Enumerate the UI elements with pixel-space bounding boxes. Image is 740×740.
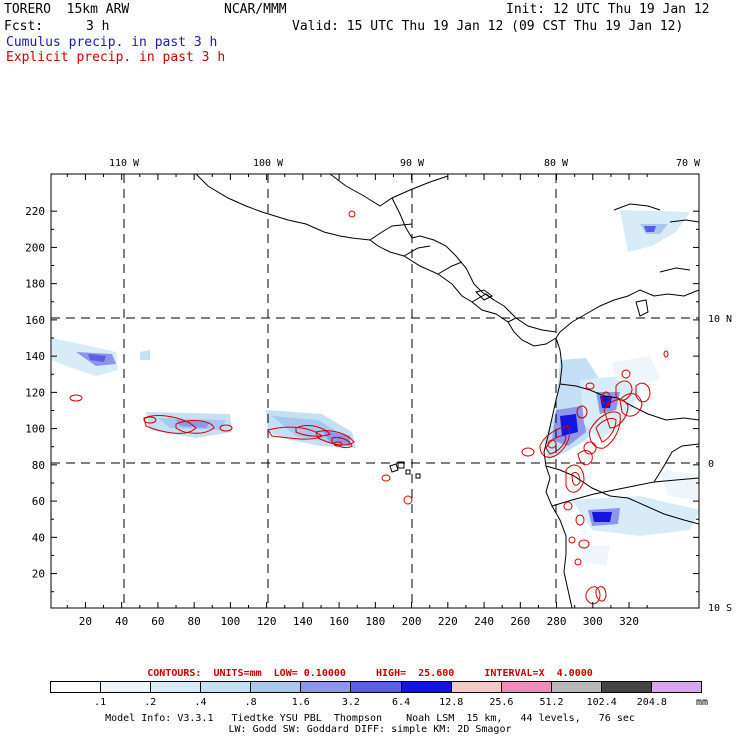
x-tick-label: 280 — [547, 615, 567, 628]
explicit-precip-title: Explicit precip. in past 3 h — [6, 50, 226, 65]
lon-label-90w: 90 W — [400, 158, 425, 169]
legend-color-cell — [451, 682, 502, 692]
x-tick-label: 80 — [188, 615, 201, 628]
legend-color-cell — [101, 682, 152, 692]
x-tick-label: 220 — [438, 615, 458, 628]
lon-label-80w: 80 W — [544, 158, 569, 169]
y-tick-label: 180 — [25, 278, 45, 291]
x-tick-label: 60 — [151, 615, 164, 628]
y-tick-label: 20 — [32, 568, 45, 581]
legend-label: 204.8 — [636, 697, 667, 708]
x-tick-label: 300 — [583, 615, 603, 628]
org-label: NCAR/MMM — [224, 2, 287, 17]
forecast-value: 3 h — [86, 19, 110, 34]
lon-label-100w: 100 W — [253, 158, 284, 169]
legend-label: .1 — [94, 697, 107, 708]
lat-label-0: 0 — [708, 459, 714, 470]
model-info-line2: LW: Godd SW: Goddard DIFF: simple KM: 2D… — [228, 724, 512, 735]
legend-label: .2 — [144, 697, 157, 708]
legend-color-cell — [551, 682, 602, 692]
valid-time: Valid: 15 UTC Thu 19 Jan 12 (09 CST Thu … — [292, 19, 684, 34]
legend-label: 3.2 — [341, 697, 360, 708]
y-tick-label: 160 — [25, 314, 45, 327]
legend-color-cell — [401, 682, 452, 692]
legend-label: .8 — [244, 697, 257, 708]
cumulus-precip-title: Cumulus precip. in past 3 h — [6, 35, 218, 50]
lat-label-10s: 10 S — [708, 603, 732, 614]
x-tick-label: 180 — [365, 615, 385, 628]
precipitation-map: 110 W 100 W 90 W 80 W 70 W 10 N 0 10 S — [25, 158, 732, 628]
x-tick-label: 20 — [79, 615, 92, 628]
legend-label: 51.2 — [539, 697, 564, 708]
x-tick-label: 260 — [510, 615, 530, 628]
x-tick-label: 120 — [257, 615, 277, 628]
y-tick-label: 120 — [25, 386, 45, 399]
lat-lon-grid — [51, 174, 699, 608]
y-tick-label: 220 — [25, 205, 45, 218]
legend-color-cell — [51, 682, 102, 692]
contours-info: CONTOURS: UNITS=mm LOW= 0.10000 HIGH= 25… — [147, 668, 593, 679]
legend-color-cell — [301, 682, 352, 692]
precip-color-legend — [50, 681, 702, 693]
legend-label: 1.6 — [291, 697, 310, 708]
legend-color-cell — [651, 682, 702, 692]
coastlines — [195, 174, 699, 608]
lat-label-10n: 10 N — [708, 314, 732, 325]
legend-label: 6.4 — [392, 697, 411, 708]
explicit-precip-contours — [69, 210, 669, 605]
y-tick-label: 60 — [32, 495, 45, 508]
x-tick-label: 140 — [293, 615, 313, 628]
x-tick-label: 40 — [115, 615, 128, 628]
y-tick-label: 40 — [32, 531, 45, 544]
x-tick-label: 240 — [474, 615, 494, 628]
y-tick-label: 80 — [32, 459, 45, 472]
x-tick-label: 200 — [402, 615, 422, 628]
y-tick-label: 100 — [25, 423, 45, 436]
x-tick-label: 160 — [329, 615, 349, 628]
y-tick-label: 200 — [25, 241, 45, 254]
legend-label: .4 — [194, 697, 207, 708]
init-time: Init: 12 UTC Thu 19 Jan 12 — [506, 2, 710, 17]
legend-color-cell — [251, 682, 302, 692]
lon-label-110w: 110 W — [109, 158, 140, 169]
y-axis: 20 40 60 80 100 120 140 160 180 200 220 — [25, 205, 699, 593]
legend-color-cell — [351, 682, 402, 692]
model-title: TORERO 15km ARW — [4, 2, 130, 17]
legend-unit: mm — [695, 697, 709, 708]
model-info-line1: Model Info: V3.3.1 Tiedtke YSU PBL Thomp… — [105, 713, 635, 724]
legend-color-cell — [151, 682, 202, 692]
legend-label: 12.8 — [439, 697, 464, 708]
forecast-label: Fcst: — [4, 19, 44, 34]
legend-color-cell — [201, 682, 252, 692]
x-tick-label: 320 — [619, 615, 639, 628]
legend-label: 25.6 — [489, 697, 514, 708]
lon-label-70w: 70 W — [676, 158, 701, 169]
legend-color-cell — [501, 682, 552, 692]
y-tick-label: 140 — [25, 350, 45, 363]
x-tick-label: 100 — [220, 615, 240, 628]
cumulus-precip-shading — [52, 210, 699, 566]
legend-label: 102.4 — [586, 697, 617, 708]
x-axis: 20 40 60 80 100 120 140 160 180 200 220 240 260 280 30… — [66, 174, 648, 628]
legend-color-cell — [601, 682, 652, 692]
